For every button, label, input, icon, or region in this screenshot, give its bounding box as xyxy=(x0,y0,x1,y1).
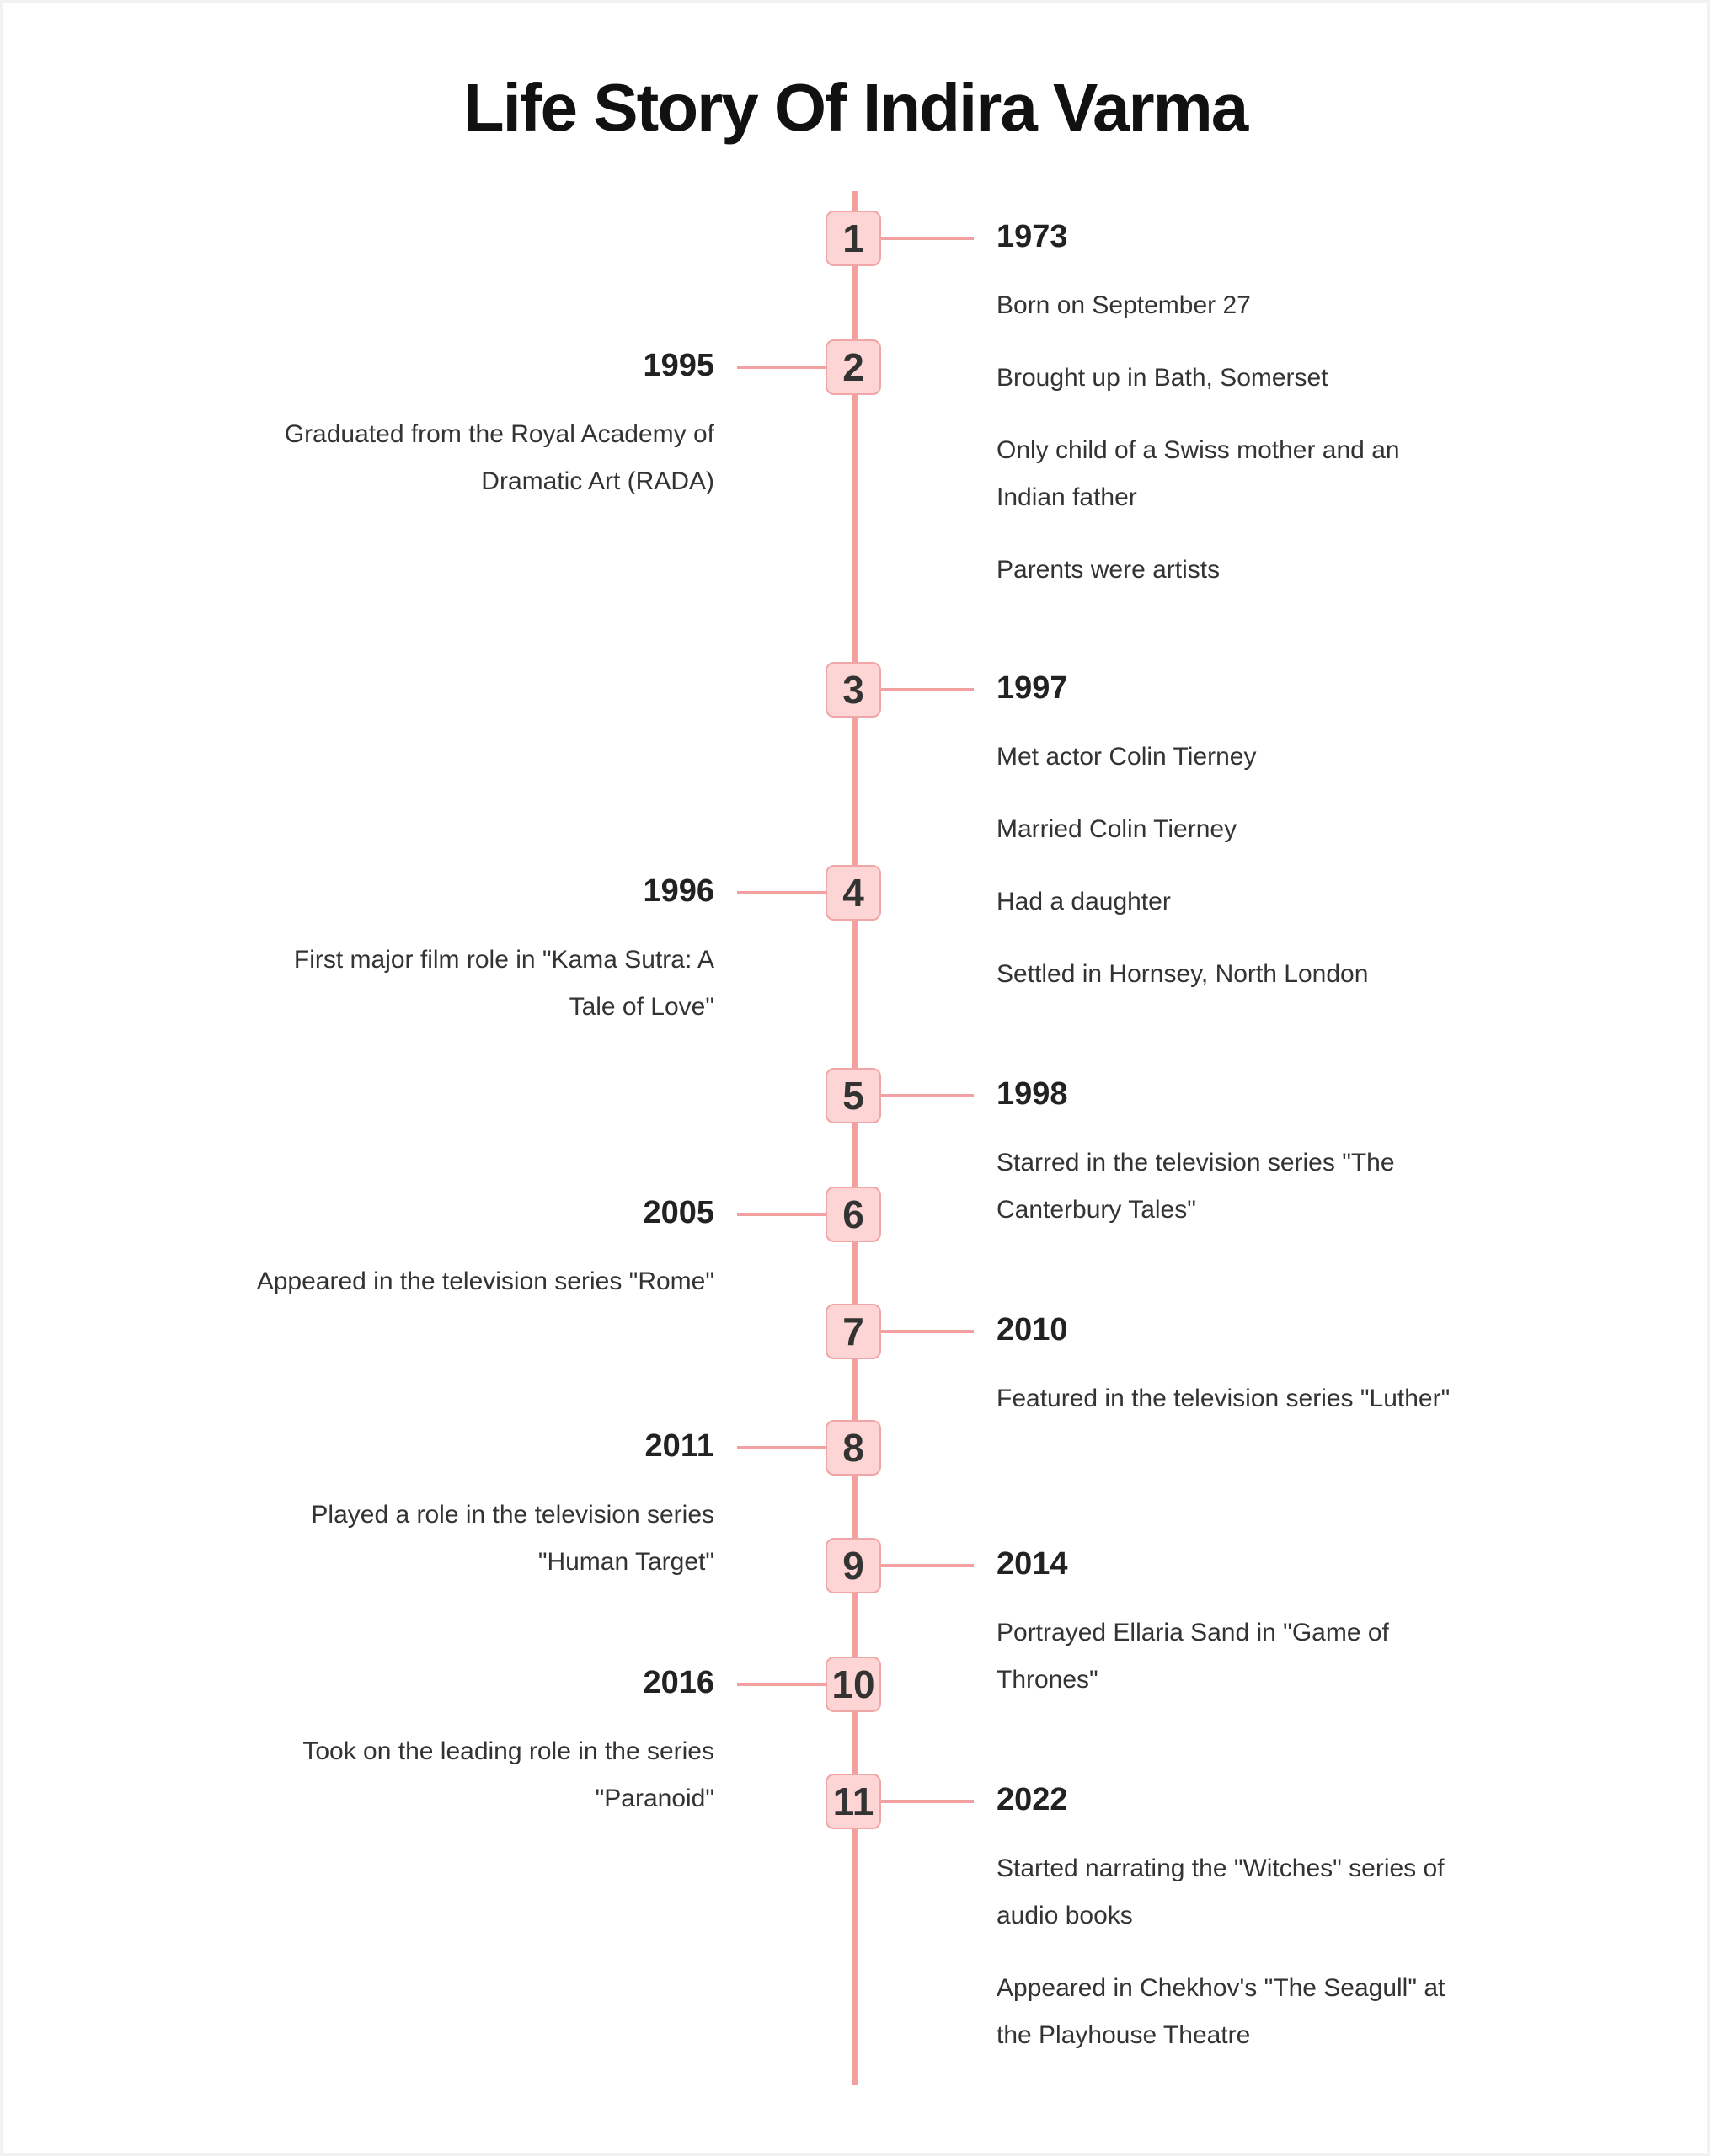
milestone-year: 2014 xyxy=(997,1546,1068,1582)
milestone-node: 2 xyxy=(826,339,881,395)
milestone-node: 7 xyxy=(826,1304,881,1359)
milestone-node: 5 xyxy=(826,1068,881,1123)
milestone-node: 9 xyxy=(826,1538,881,1593)
milestone-detail: Portrayed Ellaria Sand in "Game of Thron… xyxy=(997,1619,1389,1694)
milestone-year: 1997 xyxy=(997,670,1068,706)
milestone-node: 1 xyxy=(826,211,881,266)
milestone-year: 1995 xyxy=(643,348,714,383)
milestone-detail: Married Colin Tierney xyxy=(997,815,1237,843)
connector-line xyxy=(737,891,828,894)
connector-line xyxy=(737,1446,828,1449)
milestone-detail: Starred in the television series "The Ca… xyxy=(997,1149,1395,1224)
milestone-year: 2010 xyxy=(997,1312,1068,1348)
milestone-node: 11 xyxy=(826,1774,881,1829)
milestone-description: Starred in the television series "The Ca… xyxy=(997,1139,1468,1259)
connector-line xyxy=(881,1330,974,1333)
timeline-spine xyxy=(852,191,858,2085)
milestone-detail: Featured in the television series "Luthe… xyxy=(997,1385,1451,1412)
milestone-year: 2022 xyxy=(997,1782,1068,1817)
milestone-detail: Born on September 27 xyxy=(997,291,1251,319)
milestone-node: 4 xyxy=(826,865,881,921)
milestone-description: Took on the leading role in the series "… xyxy=(243,1728,714,1848)
milestone-description: Played a role in the television series "… xyxy=(243,1492,714,1611)
connector-line xyxy=(881,1800,974,1803)
milestone-detail: Only child of a Swiss mother and an Indi… xyxy=(997,436,1400,511)
milestone-detail: Appeared in Chekhov's "The Seagull" at t… xyxy=(997,1974,1445,2049)
connector-line xyxy=(881,688,974,691)
milestone-year: 1996 xyxy=(643,873,714,909)
connector-line xyxy=(881,237,974,240)
milestone-node: 3 xyxy=(826,662,881,718)
milestone-description: Appeared in the television series "Rome" xyxy=(243,1258,714,1331)
milestone-detail: Parents were artists xyxy=(997,556,1221,584)
milestone-detail: Met actor Colin Tierney xyxy=(997,743,1257,771)
milestone-description: First major film role in "Kama Sutra: A … xyxy=(243,937,714,1056)
milestone-description: Met actor Colin Tierney Married Colin Tie… xyxy=(997,734,1468,1023)
milestone-detail: Had a daughter xyxy=(997,888,1171,915)
milestone-node: 10 xyxy=(826,1657,881,1712)
milestone-year: 2016 xyxy=(643,1665,714,1700)
milestone-detail: Took on the leading role in the series "… xyxy=(302,1737,714,1812)
connector-line xyxy=(881,1094,974,1097)
milestone-detail: Graduated from the Royal Academy of Dram… xyxy=(284,420,714,495)
milestone-detail: Played a role in the television series "… xyxy=(311,1501,714,1576)
milestone-detail: Appeared in the television series "Rome" xyxy=(256,1267,714,1295)
milestone-description: Started narrating the "Witches" series o… xyxy=(997,1845,1468,2084)
page-title: Life Story Of Indira Varma xyxy=(462,70,1249,145)
milestone-detail: First major film role in "Kama Sutra: A … xyxy=(293,946,714,1021)
milestone-detail: Brought up in Bath, Somerset xyxy=(997,364,1328,392)
milestone-description: Born on September 27 Brought up in Bath, … xyxy=(997,282,1468,619)
milestone-description: Portrayed Ellaria Sand in "Game of Thron… xyxy=(997,1609,1468,1729)
milestone-description: Graduated from the Royal Academy of Dram… xyxy=(243,411,714,531)
milestone-detail: Started narrating the "Witches" series o… xyxy=(997,1854,1445,1929)
connector-line xyxy=(737,366,828,369)
milestone-node: 8 xyxy=(826,1420,881,1476)
milestone-detail: Settled in Hornsey, North London xyxy=(997,960,1369,988)
milestone-year: 2005 xyxy=(643,1195,714,1230)
milestone-node: 6 xyxy=(826,1187,881,1242)
milestone-year: 1973 xyxy=(997,219,1068,254)
milestone-description: Featured in the television series "Luthe… xyxy=(997,1375,1468,1448)
milestone-year: 1998 xyxy=(997,1076,1068,1112)
connector-line xyxy=(881,1564,974,1567)
connector-line xyxy=(737,1213,828,1216)
milestone-year: 2011 xyxy=(644,1428,714,1464)
connector-line xyxy=(737,1683,828,1686)
